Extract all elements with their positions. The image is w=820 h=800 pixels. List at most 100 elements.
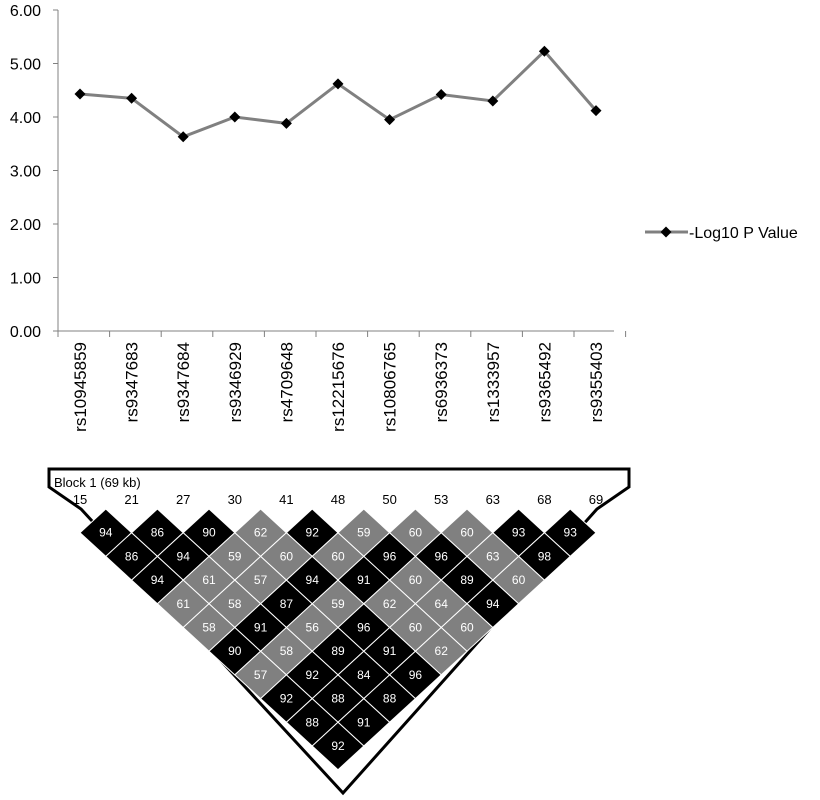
ld-value: 86 — [125, 549, 139, 563]
x-tick-label: rs9347684 — [174, 342, 193, 422]
y-tick-label: 5.00 — [10, 57, 41, 74]
x-tick-label: rs4709648 — [277, 342, 296, 422]
ld-value: 60 — [409, 573, 423, 587]
ld-cell — [311, 721, 365, 771]
snp-position-label: 48 — [331, 492, 345, 507]
ld-value: 92 — [280, 692, 294, 706]
ld-value: 57 — [254, 668, 268, 682]
x-tick-label: rs10945859 — [71, 342, 90, 432]
ld-value: 89 — [460, 573, 474, 587]
ld-value: 93 — [564, 526, 578, 540]
data-point — [229, 111, 241, 123]
data-point — [332, 78, 344, 90]
legend-marker — [660, 226, 672, 238]
data-point — [590, 105, 602, 117]
snp-position-label: 50 — [382, 492, 396, 507]
ld-value: 90 — [228, 644, 242, 658]
x-tick-label: rs12215676 — [329, 342, 348, 432]
data-point — [177, 131, 189, 143]
ld-value: 64 — [435, 597, 449, 611]
ld-value: 60 — [331, 549, 345, 563]
data-point — [487, 95, 499, 107]
ld-value: 93 — [512, 526, 526, 540]
data-point — [384, 114, 396, 126]
ld-value: 58 — [280, 644, 294, 658]
y-tick-label: 1.00 — [10, 271, 41, 288]
legend-label: -Log10 P Value — [689, 225, 798, 242]
ld-value: 94 — [177, 549, 191, 563]
data-point — [126, 92, 138, 104]
ld-plot: Block 1 (69 kb) 15 21 27 30 41 48 50 53 63 68 69 94 8… — [47, 467, 631, 796]
snp-position-label: 30 — [228, 492, 242, 507]
ld-value: 62 — [435, 644, 449, 658]
x-tick-label: rs6936373 — [432, 342, 451, 422]
ld-value: 92 — [306, 526, 320, 540]
ld-value: 91 — [383, 644, 397, 658]
series-line — [79, 49, 598, 139]
snp-position-label: 68 — [537, 492, 551, 507]
ld-value: 60 — [512, 573, 526, 587]
ld-value: 94 — [151, 573, 165, 587]
ld-value: 59 — [228, 549, 242, 563]
snp-position-label: 53 — [434, 492, 448, 507]
ld-value: 96 — [409, 668, 423, 682]
snp-position-label: 27 — [176, 492, 190, 507]
y-tick-label: 0.00 — [10, 324, 41, 341]
x-tick-label: rs9347683 — [123, 342, 142, 422]
x-tick-label: rs9365492 — [535, 342, 554, 422]
data-point — [280, 117, 292, 129]
ld-value: 91 — [254, 621, 268, 635]
ld-value: 57 — [254, 573, 268, 587]
ld-value: 62 — [254, 526, 268, 540]
ld-value: 94 — [486, 597, 500, 611]
ld-value: 96 — [383, 549, 397, 563]
ld-value: 59 — [331, 597, 345, 611]
data-point — [74, 88, 86, 100]
data-point — [435, 89, 447, 101]
ld-value: 60 — [280, 549, 294, 563]
series-layer — [74, 45, 602, 143]
ld-value: 96 — [435, 549, 449, 563]
snp-position-label: 15 — [73, 492, 87, 507]
ld-value: 59 — [357, 526, 371, 540]
ld-value: 92 — [331, 739, 345, 753]
ld-value: 84 — [357, 668, 371, 682]
legend: -Log10 P Value — [645, 225, 798, 242]
ld-value: 58 — [228, 597, 242, 611]
ld-value: 91 — [357, 573, 371, 587]
ld-value: 60 — [460, 526, 474, 540]
ld-value: 58 — [202, 621, 216, 635]
ld-value: 87 — [280, 597, 294, 611]
y-tick-label: 6.00 — [10, 3, 41, 20]
ld-value: 60 — [409, 621, 423, 635]
ld-value: 94 — [99, 526, 113, 540]
y-tick-label: 4.00 — [10, 110, 41, 127]
ld-value: 60 — [460, 621, 474, 635]
y-axis: 0.00 1.00 2.00 3.00 4.00 5.00 6.00 — [10, 3, 59, 341]
ld-value: 88 — [383, 692, 397, 706]
ld-value: 63 — [486, 549, 500, 563]
y-tick-label: 2.00 — [10, 217, 41, 234]
y-tick-label: 3.00 — [10, 164, 41, 181]
x-tick-label: rs10806765 — [381, 342, 400, 432]
ld-value: 61 — [202, 573, 216, 587]
ld-value: 94 — [306, 573, 320, 587]
snp-position-label: 21 — [124, 492, 138, 507]
snp-position-label: 63 — [486, 492, 500, 507]
ld-value: 56 — [306, 621, 320, 635]
snp-position-label: 41 — [279, 492, 293, 507]
x-tick-label: rs9346929 — [226, 342, 245, 422]
ld-value: 90 — [202, 526, 216, 540]
data-point — [538, 45, 550, 57]
ld-value: 61 — [177, 597, 191, 611]
ld-value: 91 — [357, 715, 371, 729]
ld-value: 62 — [383, 597, 397, 611]
ld-value: 89 — [331, 644, 345, 658]
x-tick-label: rs9355403 — [587, 342, 606, 422]
block-label: Block 1 (69 kb) — [54, 475, 141, 490]
ld-value: 98 — [538, 549, 552, 563]
ld-value: 88 — [331, 692, 345, 706]
x-tick-label: rs1333957 — [484, 342, 503, 422]
x-axis: rs10945859 rs9347683 rs9347684 rs9346929 rs4… — [57, 330, 627, 432]
